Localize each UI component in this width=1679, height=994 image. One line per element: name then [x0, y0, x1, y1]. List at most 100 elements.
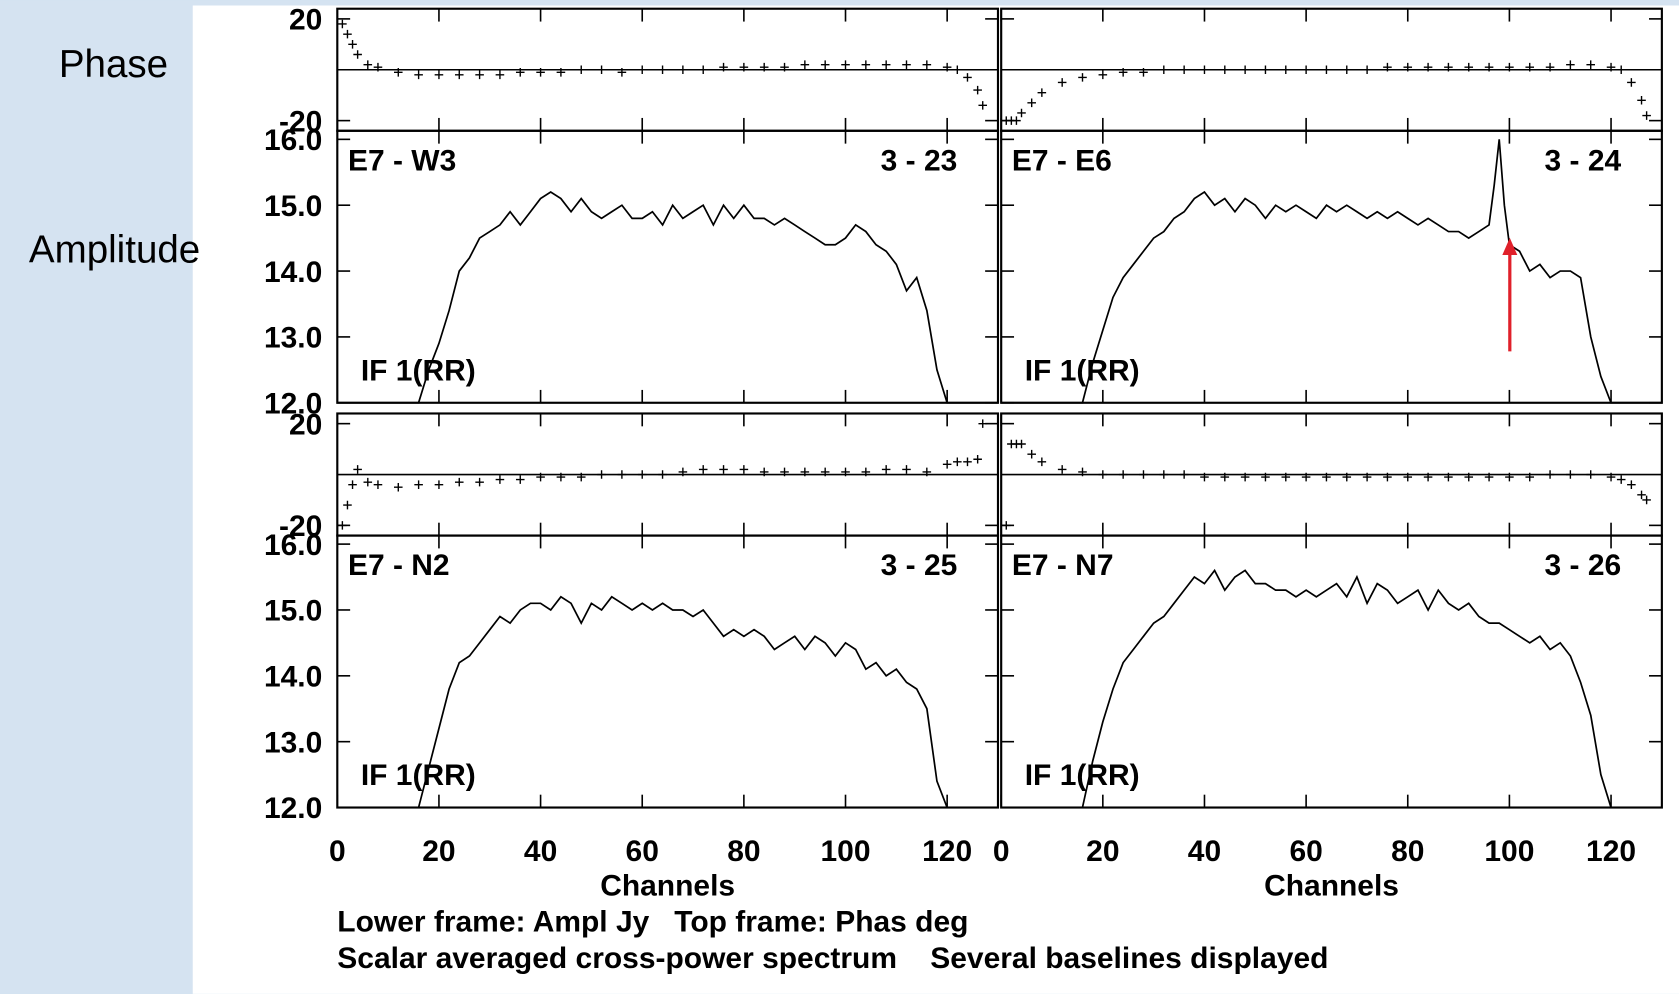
- phase-point: [1403, 472, 1413, 482]
- phase-point: [820, 60, 830, 69]
- phase-point: [1078, 73, 1087, 82]
- phase-point: [1281, 472, 1291, 482]
- phase-point: [759, 467, 769, 477]
- baseline-number: 3 - 25: [881, 549, 958, 582]
- phase-point: [1566, 470, 1575, 479]
- phase-point: [1627, 78, 1636, 87]
- phase-point: [1200, 65, 1209, 75]
- phase-point: [1078, 467, 1087, 477]
- phase-point: [800, 60, 810, 69]
- y-tick-label: -20: [279, 105, 322, 138]
- phase-point: [1057, 78, 1067, 87]
- amplitude-frame: [336, 534, 1000, 809]
- phase-point: [719, 465, 728, 474]
- phase-point: [658, 65, 667, 75]
- phase-point: [1342, 472, 1352, 482]
- phase-point: [820, 467, 830, 477]
- y-tick-label: 14.0: [264, 256, 322, 289]
- phase-point: [1200, 472, 1209, 482]
- phase-point: [973, 454, 982, 464]
- phase-point: [1159, 470, 1169, 479]
- amplitude-label: Amplitude: [29, 228, 200, 271]
- amplitude-frame: [1000, 129, 1663, 404]
- phase-point: [1220, 65, 1230, 75]
- phase-point: [1505, 62, 1514, 72]
- phase-point: [1027, 98, 1036, 108]
- phase-point: [1606, 62, 1616, 72]
- phase-point: [922, 467, 932, 477]
- phase-point: [597, 65, 606, 75]
- x-tick-label: 40: [1188, 835, 1221, 868]
- phase-point: [978, 419, 988, 428]
- phase-point: [881, 60, 891, 69]
- phase-point: [1606, 472, 1616, 482]
- polarization-label: IF 1(RR): [361, 759, 476, 792]
- phase-point: [1362, 472, 1372, 482]
- phase-point: [1383, 472, 1392, 482]
- phase-point: [739, 62, 749, 72]
- phase-point: [1322, 472, 1331, 482]
- phase-point: [1423, 472, 1433, 482]
- x-axis-label: Channels: [600, 869, 735, 902]
- phase-point: [414, 480, 423, 489]
- phase-point: [963, 73, 972, 82]
- phase-point: [1139, 470, 1148, 479]
- y-tick-label: 20: [289, 408, 322, 441]
- phase-point: [454, 70, 464, 80]
- phase-point: [1444, 62, 1453, 72]
- phase-point: [1001, 521, 1011, 530]
- phase-point: [1566, 60, 1575, 69]
- phase-point: [1139, 68, 1148, 77]
- phase-point: [363, 60, 373, 69]
- phase-point: [1261, 472, 1270, 482]
- phase-point: [338, 19, 347, 29]
- phase-point: [454, 477, 464, 487]
- phase-point: [922, 60, 932, 69]
- phase-point: [1545, 470, 1555, 479]
- phase-point: [1362, 65, 1372, 75]
- phase-point: [1616, 475, 1626, 484]
- phase-point: [942, 460, 952, 469]
- phase-label: Phase: [59, 43, 168, 86]
- phase-point: [1637, 95, 1646, 105]
- footer-line: Scalar averaged cross-power spectrum Sev…: [337, 942, 1328, 975]
- phase-point: [1444, 472, 1453, 482]
- phase-point: [1027, 449, 1036, 459]
- x-tick-label: 20: [1086, 835, 1119, 868]
- baseline-number: 3 - 26: [1545, 549, 1622, 582]
- phase-point: [348, 40, 357, 49]
- phase-point: [1017, 439, 1026, 449]
- phase-point: [1586, 60, 1595, 69]
- phase-point: [515, 68, 525, 77]
- plots: 20 -20 12.0 13.0 14.0 15.0 16.0 E7 - W3 3 - 23 IF…: [264, 4, 1663, 902]
- phase-point: [1301, 65, 1311, 75]
- phase-point: [556, 68, 566, 77]
- y-tick-label: 15.0: [264, 595, 322, 628]
- phase-point: [495, 475, 505, 484]
- phase-point: [1505, 472, 1514, 482]
- annotation-arrowhead: [1502, 237, 1518, 256]
- phase-point: [414, 70, 423, 80]
- phase-point: [1637, 490, 1646, 500]
- phase-point: [1525, 62, 1535, 72]
- phase-point: [1118, 68, 1128, 77]
- phase-point: [373, 62, 383, 72]
- phase-point: [394, 68, 403, 77]
- phase-point: [1545, 62, 1555, 72]
- phase-point: [475, 477, 484, 487]
- phase-point: [597, 470, 606, 479]
- phase-point: [1322, 65, 1331, 75]
- polarization-label: IF 1(RR): [361, 354, 476, 387]
- y-tick-label: 16.0: [264, 124, 322, 157]
- x-axis-label: Channels: [1264, 869, 1399, 902]
- baseline-label: E7 - E6: [1012, 144, 1112, 177]
- x-tick-label: 60: [626, 835, 659, 868]
- phase-point: [841, 60, 850, 69]
- x-tick-label: 100: [1484, 835, 1534, 868]
- phase-point: [394, 482, 403, 492]
- phase-point: [861, 467, 871, 477]
- phase-point: [1423, 62, 1433, 72]
- phase-point: [343, 29, 352, 39]
- phase-point: [536, 472, 545, 482]
